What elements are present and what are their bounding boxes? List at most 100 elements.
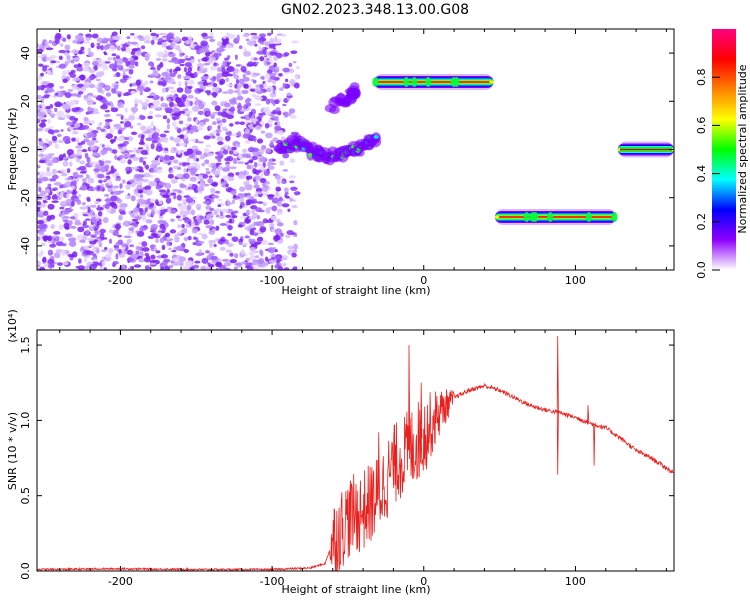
noise-blob bbox=[42, 65, 48, 72]
noise-blob bbox=[119, 203, 128, 208]
noise-blob bbox=[59, 43, 64, 47]
spectrogram-y-tick-label: 0 bbox=[19, 146, 32, 153]
noise-blob bbox=[178, 110, 186, 114]
noise-blob bbox=[120, 121, 124, 124]
noise-blob bbox=[85, 173, 90, 180]
noise-blob bbox=[278, 196, 283, 202]
colorbar-tick-label: 0.6 bbox=[695, 117, 708, 134]
noise-blob bbox=[136, 217, 142, 220]
noise-blob bbox=[112, 67, 118, 72]
noise-blob bbox=[47, 82, 55, 88]
noise-blob bbox=[103, 179, 107, 183]
noise-blob bbox=[90, 42, 95, 49]
noise-blob bbox=[245, 70, 251, 76]
noise-blob bbox=[215, 261, 223, 268]
noise-blob bbox=[113, 123, 122, 128]
noise-blob bbox=[244, 140, 251, 145]
noise-blob bbox=[233, 210, 239, 214]
noise-blob bbox=[288, 108, 296, 114]
noise-blob bbox=[238, 45, 243, 50]
noise-blob bbox=[148, 62, 152, 66]
noise-blob bbox=[89, 161, 93, 166]
noise-blob bbox=[193, 71, 198, 77]
noise-blob bbox=[37, 95, 43, 100]
noise-blob bbox=[240, 116, 246, 119]
noise-blob bbox=[59, 191, 65, 199]
noise-blob bbox=[212, 164, 217, 171]
noise-blob bbox=[37, 127, 43, 132]
noise-blob bbox=[204, 51, 211, 57]
noise-blob bbox=[263, 262, 269, 266]
noise-blob bbox=[278, 73, 283, 77]
noise-blob bbox=[177, 189, 182, 194]
noise-blob bbox=[274, 115, 279, 122]
noise-blob bbox=[60, 249, 66, 256]
noise-blob bbox=[141, 241, 148, 248]
noise-blob bbox=[233, 74, 240, 80]
noise-blob bbox=[189, 100, 193, 107]
noise-blob bbox=[260, 130, 266, 134]
noise-blob bbox=[65, 121, 73, 126]
noise-blob bbox=[129, 244, 135, 248]
noise-blob bbox=[224, 157, 231, 162]
noise-blob bbox=[271, 205, 278, 212]
noise-blob bbox=[127, 149, 134, 153]
noise-blob bbox=[155, 57, 162, 61]
snr-x-tick-label: 100 bbox=[565, 575, 586, 588]
noise-blob bbox=[163, 258, 171, 263]
noise-blob bbox=[144, 98, 150, 104]
noise-blob bbox=[293, 82, 300, 89]
noise-blob bbox=[253, 250, 259, 254]
noise-blob bbox=[269, 222, 275, 227]
noise-blob bbox=[45, 171, 53, 177]
noise-blob bbox=[210, 255, 218, 260]
noise-blob bbox=[114, 223, 122, 230]
noise-blob bbox=[58, 213, 63, 217]
noise-blob bbox=[286, 92, 292, 97]
noise-blob bbox=[74, 185, 78, 190]
noise-blob bbox=[89, 263, 97, 270]
noise-blob bbox=[112, 185, 120, 189]
noise-blob bbox=[158, 182, 167, 186]
noise-blob bbox=[172, 165, 179, 169]
noise-blob bbox=[195, 252, 203, 257]
noise-blob bbox=[127, 230, 131, 236]
noise-blob bbox=[112, 229, 119, 236]
noise-blob bbox=[258, 209, 265, 213]
noise-blob bbox=[168, 51, 174, 55]
band-blob bbox=[523, 211, 530, 222]
band-blob bbox=[411, 77, 418, 88]
noise-blob bbox=[96, 185, 101, 191]
noise-blob bbox=[121, 264, 126, 270]
noise-blob bbox=[251, 36, 255, 39]
noise-blob bbox=[49, 113, 56, 117]
noise-blob bbox=[44, 41, 49, 45]
noise-blob bbox=[92, 253, 97, 257]
noise-blob bbox=[245, 175, 253, 180]
noise-blob bbox=[62, 135, 71, 143]
noise-blob bbox=[167, 173, 174, 179]
noise-blob bbox=[62, 261, 69, 266]
snr-x-axis-label: Height of straight line (km) bbox=[281, 583, 430, 596]
noise-blob bbox=[257, 201, 264, 204]
noise-blob bbox=[111, 35, 119, 41]
noise-blob bbox=[83, 116, 89, 122]
noise-blob bbox=[256, 236, 264, 242]
noise-blob bbox=[113, 84, 119, 90]
noise-blob bbox=[66, 148, 74, 156]
noise-blob bbox=[102, 37, 109, 44]
noise-blob bbox=[159, 191, 167, 196]
noise-blob bbox=[239, 205, 243, 209]
noise-blob bbox=[38, 63, 44, 67]
noise-blob bbox=[110, 191, 115, 195]
noise-blob bbox=[228, 98, 237, 104]
noise-blob bbox=[208, 230, 216, 235]
noise-blob bbox=[107, 187, 113, 193]
noise-blob bbox=[231, 133, 238, 137]
noise-blob bbox=[211, 100, 218, 106]
noise-blob bbox=[250, 238, 256, 244]
noise-blob bbox=[38, 115, 44, 121]
noise-blob bbox=[215, 225, 220, 231]
noise-blob bbox=[63, 208, 70, 215]
